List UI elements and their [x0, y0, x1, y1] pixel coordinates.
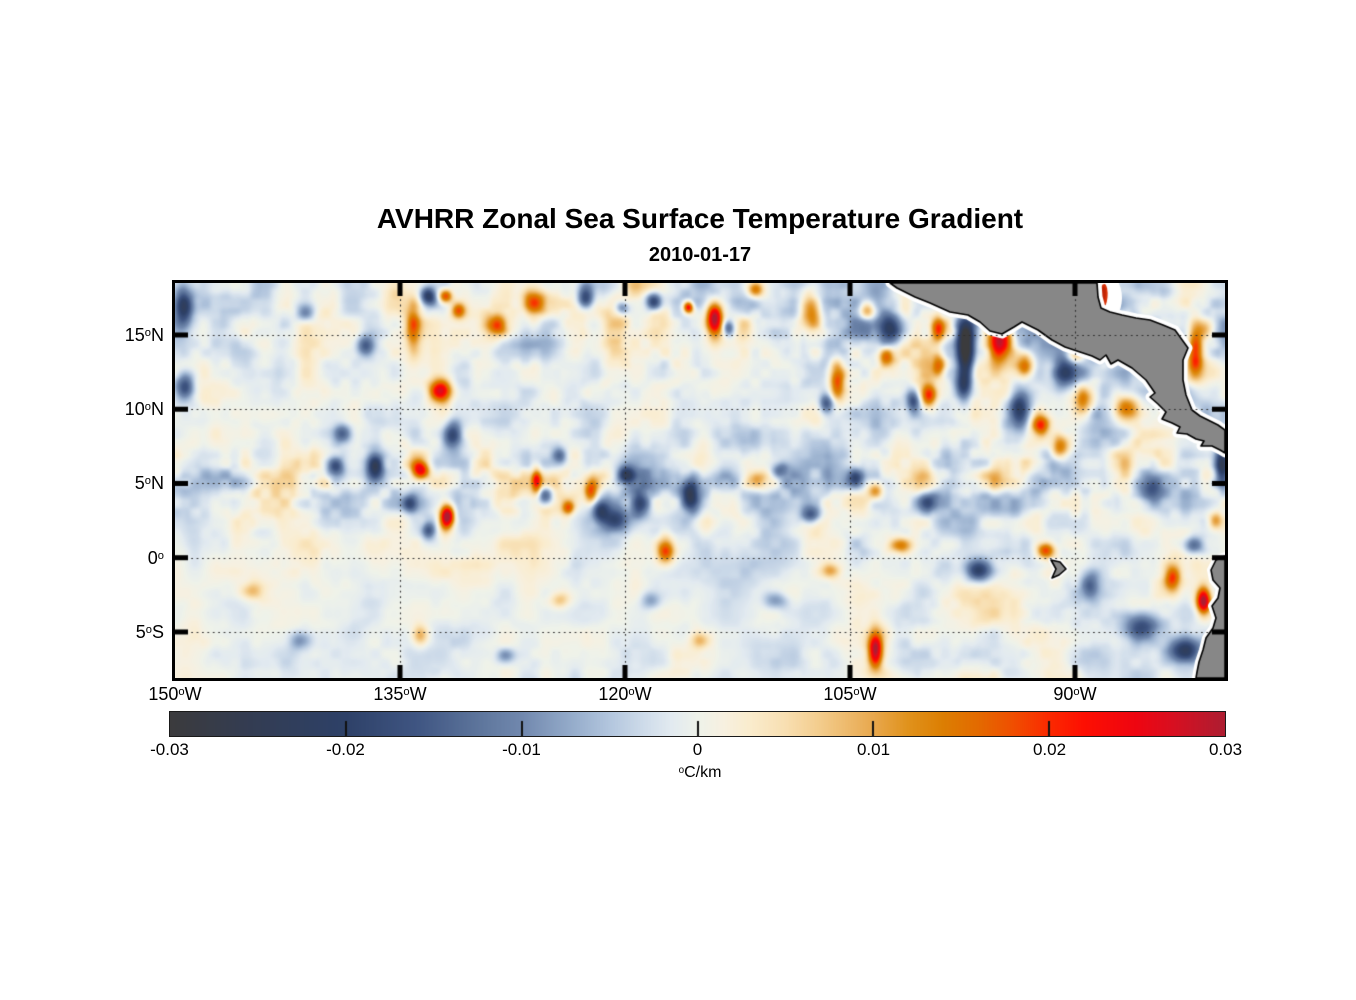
degree-symbol: o: [403, 685, 410, 698]
y-axis-label-10n: 10oN: [124, 399, 164, 420]
colorbar-label: 0.01: [856, 740, 891, 759]
degree-symbol: o: [144, 401, 151, 414]
colorbar-label: -0.02: [326, 740, 365, 759]
degree-symbol: o: [144, 326, 151, 339]
colorbar-units: oC/km: [678, 764, 722, 781]
colorbar-label: -0.01: [502, 740, 541, 759]
degree-symbol: o: [178, 685, 185, 698]
degree-symbol: o: [145, 623, 152, 636]
degree-symbol: o: [157, 549, 164, 562]
y-axis-label-5s: 5oS: [135, 621, 164, 642]
colorbar-label: 0: [692, 740, 703, 759]
x-axis-label-120w: 120oW: [598, 684, 652, 704]
degree-symbol: o: [144, 475, 151, 488]
degree-symbol: o: [1073, 685, 1080, 698]
sst-map-canvas: [175, 283, 1225, 678]
colorbar-label: -0.03: [150, 740, 189, 759]
x-axis-label-90w: 90oW: [1053, 684, 1097, 704]
y-axis-label-15n: 15oN: [124, 324, 164, 345]
y-axis-label-0: 0o: [147, 547, 164, 568]
map-frame: [172, 280, 1228, 681]
degree-symbol: o: [628, 685, 635, 698]
colorbar-canvas: [170, 712, 1225, 736]
y-axis-label-5n: 5oN: [134, 473, 164, 494]
degree-symbol: o: [853, 685, 860, 698]
x-axis-label-150w: 150oW: [148, 684, 202, 704]
chart-date-subtitle: 2010-01-17: [648, 244, 752, 266]
x-axis-label-105w: 105oW: [823, 684, 877, 704]
colorbar-label: 0.02: [1032, 740, 1067, 759]
degree-symbol: o: [678, 764, 685, 776]
chart-title: AVHRR Zonal Sea Surface Temperature Grad…: [376, 203, 1024, 234]
colorbar-label: 0.03: [1208, 740, 1243, 759]
colorbar: [169, 711, 1226, 737]
x-axis-label-135w: 135oW: [373, 684, 427, 704]
